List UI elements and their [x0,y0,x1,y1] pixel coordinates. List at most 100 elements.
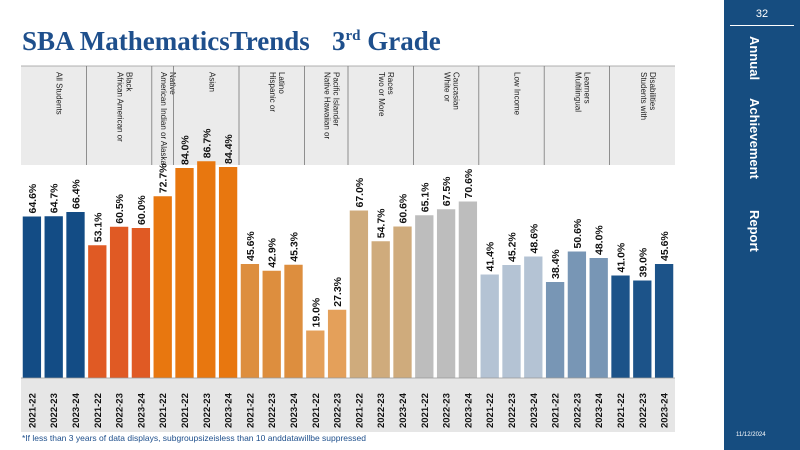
bar [109,226,129,378]
bar [153,196,172,378]
bar-value-label: 45.6% [659,231,671,261]
year-tick-label: 2023-24 [529,392,540,428]
bar [654,264,674,378]
bar-value-label: 64.7% [49,183,61,213]
group-label: American Indian or Alaska [159,72,168,165]
bar [262,270,281,378]
year-tick-label: 2021-22 [93,393,104,428]
bar [218,167,238,378]
title-grade: 3rd Grade [332,26,441,57]
bar [371,241,390,378]
bar-value-label: 54.7% [376,208,388,238]
sba-math-chart: All Students 64.6% 2021-22 64.7% 2022-23 66.4… [21,65,675,432]
bar-value-label: 64.6% [27,183,39,213]
sidebar-word-annual: Annual [747,36,762,81]
group-label: Students with [639,72,648,120]
group-label: Hispanic or [268,72,277,112]
sidebar-date: 11/12/2024 [736,432,766,438]
title-grade-number: 3 [332,26,346,56]
group-label: Caucasian [452,72,461,110]
bar-value-label: 65.1% [419,182,431,212]
bar-value-label: 50.6% [572,218,584,248]
bar [175,168,194,378]
year-tick-label: 2021-22 [420,393,431,428]
title-grade-word: Grade [367,26,441,56]
year-tick-label: 2021-22 [616,393,627,428]
year-tick-label: 2022-23 [115,393,126,428]
bar-value-label: 84.0% [180,135,192,165]
bar [22,216,42,378]
bar-value-label: 67.0% [354,177,366,207]
year-tick-label: 2023-24 [660,392,671,428]
year-tick-label: 2021-22 [485,393,496,428]
year-tick-label: 2022-23 [507,393,518,428]
year-tick-label: 2021-22 [551,393,562,428]
bar [415,215,434,378]
bar [458,201,478,378]
bar [436,209,456,378]
group-label: All Students [55,72,64,115]
year-tick-label: 2022-23 [572,393,583,428]
bar-value-label: 48.0% [594,225,606,255]
year-tick-label: 2022-23 [267,393,278,428]
year-tick-label: 2021-22 [27,393,38,428]
year-tick-label: 2023-24 [398,392,409,428]
year-tick-label: 2021-22 [311,393,322,428]
bar [66,212,85,378]
bar [480,274,499,378]
bar [545,282,565,378]
group-label: Native Hawaiian or [323,72,332,139]
bar [524,256,543,378]
bar [502,265,521,378]
axis-band [21,378,675,432]
bar-value-label: 70.6% [463,168,475,198]
bar-value-label: 19.0% [310,297,322,327]
bar [327,309,347,378]
bar-value-label: 45.6% [245,231,257,261]
year-tick-label: 2021-22 [158,393,169,428]
bar [393,226,412,378]
bar-value-label: 60.0% [136,195,148,225]
bar [88,245,107,378]
group-label: White or [443,72,452,102]
group-label: Multilingual [573,72,582,112]
year-tick-label: 2023-24 [594,392,605,428]
bar-value-label: 48.6% [528,223,540,253]
bar-value-label: 72.7% [158,163,170,193]
sidebar-word-achievement: Achievement [747,98,762,179]
bar-value-label: 39.0% [637,247,649,277]
group-label: Learners [582,72,591,104]
year-tick-label: 2021-22 [354,393,365,428]
bar-value-label: 41.0% [616,242,628,272]
bar-value-label: 60.6% [398,193,410,223]
year-tick-label: 2023-24 [224,392,235,428]
bar [197,161,216,378]
bar [306,330,325,378]
bar [131,228,151,378]
year-tick-label: 2022-23 [202,393,213,428]
year-tick-label: 2023-24 [71,392,82,428]
group-label: Asian [207,72,216,92]
title-main: SBA MathematicsTrends [22,26,310,56]
bar-value-label: 38.4% [550,249,562,279]
year-tick-label: 2023-24 [463,392,474,428]
bar-value-label: 66.4% [71,179,83,209]
group-label: African American or [116,72,125,142]
page-number-divider [730,25,794,26]
bar-value-label: 86.7% [201,128,213,158]
group-label: Native [168,72,177,95]
title-grade-suffix: rd [345,28,361,44]
bar [567,251,587,378]
bar-value-label: 42.9% [267,237,279,267]
year-tick-label: 2022-23 [376,393,387,428]
group-label: Black [125,72,134,93]
bar [240,264,260,378]
group-label: Races [386,72,395,95]
sidebar: 32 Annual Achievement Report 11/12/2024 [724,0,800,450]
group-label: Low Income [513,72,522,116]
year-tick-label: 2022-23 [442,393,453,428]
bar-value-label: 45.3% [289,231,301,261]
year-tick-label: 2023-24 [136,392,147,428]
bar-value-label: 67.5% [441,176,453,206]
bar [611,275,630,378]
